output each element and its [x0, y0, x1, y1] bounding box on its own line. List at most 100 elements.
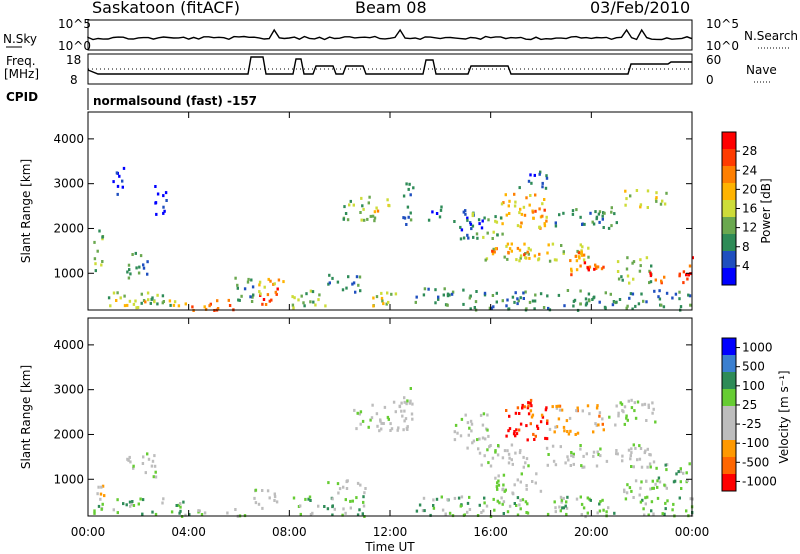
- velocity-cell: [658, 480, 662, 484]
- velocity-cell: [468, 495, 471, 499]
- velocity-cell: [563, 429, 566, 433]
- velocity-cell: [517, 428, 521, 432]
- velocity-cell: [132, 466, 135, 470]
- power-cell: [402, 194, 406, 198]
- velocity-cell: [358, 412, 361, 416]
- velocity-cell: [162, 497, 165, 501]
- velocity-cell: [525, 484, 528, 487]
- velocity-cell: [623, 422, 626, 426]
- velocity-cell: [446, 498, 449, 502]
- velocity-cell: [266, 489, 270, 493]
- velocity-cell: [326, 507, 330, 511]
- velocity-cell: [481, 436, 485, 440]
- velocity-cell: [601, 498, 604, 502]
- power-cell: [538, 225, 541, 229]
- velocity-cell: [151, 459, 155, 463]
- power-cell: [469, 222, 473, 226]
- velocity-cell: [529, 398, 533, 402]
- power-colorbar-band-4: [722, 200, 736, 218]
- power-cell: [655, 199, 658, 203]
- velocity-cell: [682, 471, 685, 475]
- velocity-heatmap: [93, 387, 694, 519]
- power-cell: [471, 224, 475, 228]
- velocity-colorbar-band-6: [722, 440, 736, 458]
- power-cell: [309, 289, 313, 293]
- power-cell: [236, 283, 239, 287]
- power-cell: [431, 210, 434, 214]
- power-cell: [481, 219, 484, 223]
- power-cell: [595, 215, 599, 219]
- velocity-cell: [154, 470, 157, 474]
- velocity-cell: [605, 459, 609, 463]
- power-cell: [427, 218, 431, 222]
- power-region-21: [491, 246, 541, 258]
- nave-label: Nave: [746, 63, 777, 77]
- power-cell: [93, 257, 97, 261]
- power-cell: [494, 215, 497, 219]
- velocity-cell: [406, 428, 409, 431]
- power-cell: [579, 289, 582, 293]
- power-cell: [528, 203, 531, 207]
- velocity-cell: [654, 482, 657, 486]
- velocity-cell: [466, 421, 470, 425]
- velocity-cell: [583, 465, 586, 469]
- velocity-cell: [493, 508, 496, 512]
- power-cell: [632, 260, 636, 264]
- power-cell: [688, 264, 692, 268]
- velocity-cell: [429, 513, 432, 517]
- power-cell: [645, 256, 649, 260]
- power-region-13: [342, 195, 377, 223]
- power-cell: [598, 300, 601, 304]
- power-cell: [547, 306, 550, 310]
- velocity-cell: [630, 398, 633, 402]
- power-cell: [209, 302, 212, 306]
- power-cell: [146, 291, 150, 295]
- power-cell: [685, 273, 688, 277]
- power-cell: [468, 296, 471, 300]
- velocity-cell: [486, 428, 489, 432]
- power-x-axis: [87, 112, 693, 310]
- freq-right-tick-top: 60: [706, 53, 721, 67]
- power-cell: [538, 252, 541, 256]
- velocity-cell: [564, 461, 567, 465]
- velocity-cell: [632, 496, 635, 499]
- velocity-cell: [646, 465, 649, 469]
- velocity-cell: [598, 502, 601, 506]
- velocity-cell: [361, 512, 364, 516]
- velocity-cell: [626, 483, 629, 487]
- velocity-cell: [586, 404, 590, 408]
- velocity-cell: [636, 458, 639, 462]
- power-cell: [126, 303, 129, 307]
- velocity-cell: [548, 427, 552, 431]
- velocity-cell: [511, 491, 514, 495]
- velocity-cell: [638, 457, 642, 461]
- power-cell: [592, 296, 595, 300]
- power-cell: [493, 250, 496, 254]
- power-cell: [275, 292, 278, 296]
- power-cell: [631, 307, 634, 311]
- velocity-cell: [634, 416, 638, 420]
- velocity-cell: [685, 471, 688, 475]
- velocity-cell: [579, 495, 582, 499]
- velocity-cell: [309, 499, 312, 502]
- power-cell: [626, 256, 629, 260]
- power-cell: [234, 276, 237, 280]
- freq-left-tick-top: 18: [66, 53, 81, 67]
- velocity-cell: [116, 498, 119, 502]
- power-colorbar-label-2: 12: [742, 221, 757, 235]
- velocity-cell: [137, 502, 140, 506]
- power-cell: [372, 296, 375, 300]
- velocity-cell: [536, 427, 540, 430]
- velocity-cell: [380, 421, 383, 425]
- velocity-cell: [376, 424, 379, 428]
- power-cell: [642, 299, 645, 303]
- power-colorbar-band-5: [722, 217, 736, 235]
- power-cell: [615, 221, 618, 225]
- power-cell: [423, 287, 427, 291]
- power-cell: [488, 306, 492, 310]
- velocity-cell: [127, 458, 130, 462]
- power-cell: [562, 211, 565, 215]
- velocity-colorbar-frame: [721, 337, 737, 492]
- power-colorbar-label-1: 8: [742, 240, 750, 254]
- velocity-cell: [519, 498, 522, 502]
